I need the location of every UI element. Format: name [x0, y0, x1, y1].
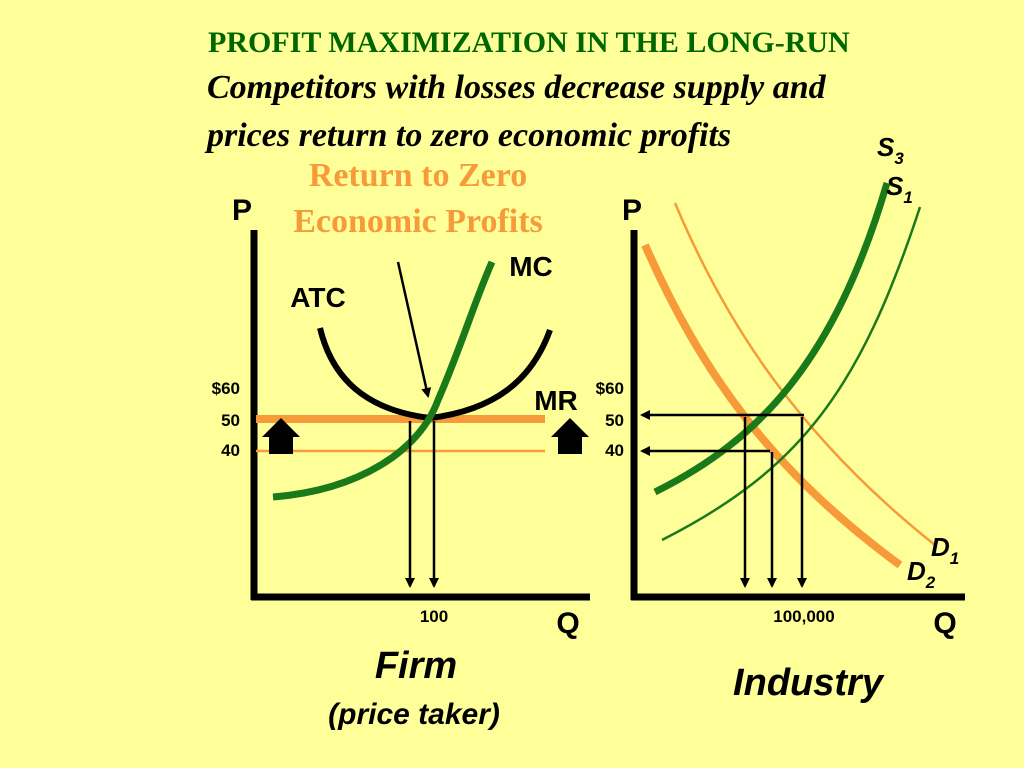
firm-price-up-arrow-right	[551, 418, 589, 454]
industry-axis-q-label: Q	[933, 607, 956, 640]
subtitle-line-2: prices return to zero economic profits	[204, 117, 731, 154]
firm-mc-label: MC	[509, 251, 553, 282]
industry-s1-label: S1	[886, 171, 913, 207]
firm-axis-p-label: P	[232, 194, 252, 227]
subtitle-line-1: Competitors with losses decrease supply …	[207, 69, 827, 106]
industry-tick-60: $60	[596, 379, 624, 398]
industry-s3-curve	[653, 182, 891, 496]
firm-tick-40: 40	[221, 441, 240, 460]
callout-line-2: Economic Profits	[293, 203, 543, 240]
firm-tick-60: $60	[212, 379, 240, 398]
firm-graph: P Q MC ATC MR $60 50 40 100 Firm (price …	[212, 194, 590, 731]
firm-caption-sub: (price taker)	[328, 698, 500, 731]
firm-mr-label: MR	[534, 385, 578, 416]
firm-axis-q-label: Q	[556, 607, 579, 640]
firm-tick-q-100: 100	[420, 607, 448, 626]
firm-tick-50: 50	[221, 411, 240, 430]
firm-atc-label: ATC	[290, 282, 345, 313]
industry-tick-q-100000: 100,000	[773, 607, 834, 626]
industry-d1-curve	[673, 202, 936, 546]
industry-axis-p-label: P	[622, 194, 642, 227]
firm-mc-curve	[272, 260, 496, 501]
industry-d2-label: D2	[907, 556, 936, 592]
industry-tick-40: 40	[605, 441, 624, 460]
callout-pointer-arrow	[396, 261, 432, 398]
callout-line-1: Return to Zero	[309, 157, 527, 194]
industry-d1-label: D1	[931, 532, 959, 568]
industry-s3-label: S3	[877, 132, 904, 168]
firm-caption: Firm	[375, 645, 457, 687]
industry-graph: P Q S3 S1 D1 D2 $60 50 40 100,000 Indust…	[596, 132, 965, 704]
industry-caption: Industry	[733, 662, 885, 704]
industry-s1-curve	[661, 206, 922, 542]
firm-price-up-arrow-left	[262, 418, 300, 454]
slide-title: PROFIT MAXIMIZATION IN THE LONG-RUN	[208, 26, 850, 59]
industry-tick-50: 50	[605, 411, 624, 430]
